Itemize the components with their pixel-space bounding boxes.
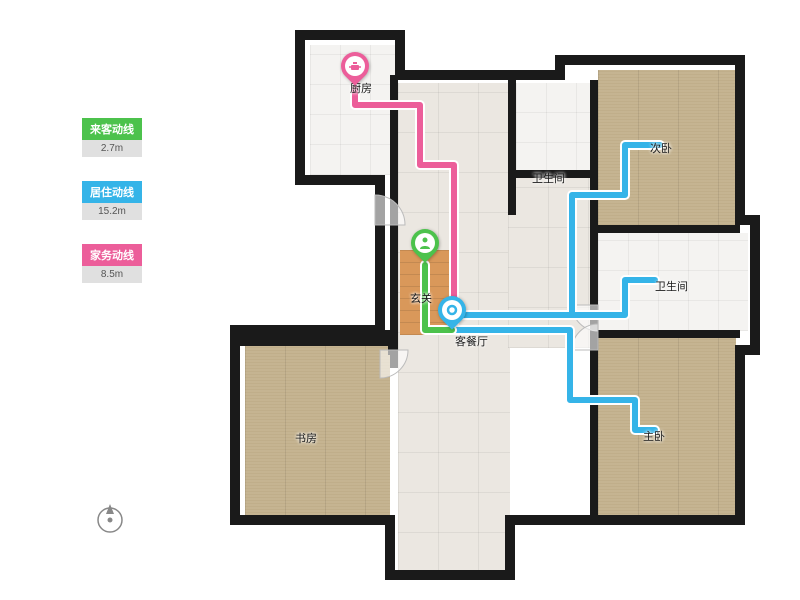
label-bath2: 卫生间 — [655, 278, 688, 294]
legend-value: 8.5m — [82, 266, 142, 283]
legend-item-living: 居住动线 15.2m — [82, 181, 142, 220]
label-living: 客餐厅 — [455, 333, 488, 349]
legend-item-guest: 来客动线 2.7m — [82, 118, 142, 157]
floorplan: 厨房客餐厅卫生间次卧卫生间主卧书房玄关 — [200, 20, 760, 580]
label-bath1: 卫生间 — [532, 170, 565, 186]
legend-title: 来客动线 — [82, 118, 142, 140]
label-bed1: 主卧 — [643, 428, 665, 444]
legend-item-chore: 家务动线 8.5m — [82, 244, 142, 283]
marker-person-icon — [411, 229, 439, 265]
legend: 来客动线 2.7m 居住动线 15.2m 家务动线 8.5m — [82, 118, 142, 307]
walls — [200, 20, 760, 580]
legend-title: 居住动线 — [82, 181, 142, 203]
legend-title: 家务动线 — [82, 244, 142, 266]
marker-pot-icon — [341, 52, 369, 88]
legend-value: 15.2m — [82, 203, 142, 220]
legend-value: 2.7m — [82, 140, 142, 157]
label-bed2: 次卧 — [650, 140, 672, 156]
label-study: 书房 — [295, 430, 317, 446]
marker-ring-icon — [438, 296, 466, 332]
label-foyer: 玄关 — [410, 290, 432, 306]
compass-icon — [92, 500, 128, 541]
